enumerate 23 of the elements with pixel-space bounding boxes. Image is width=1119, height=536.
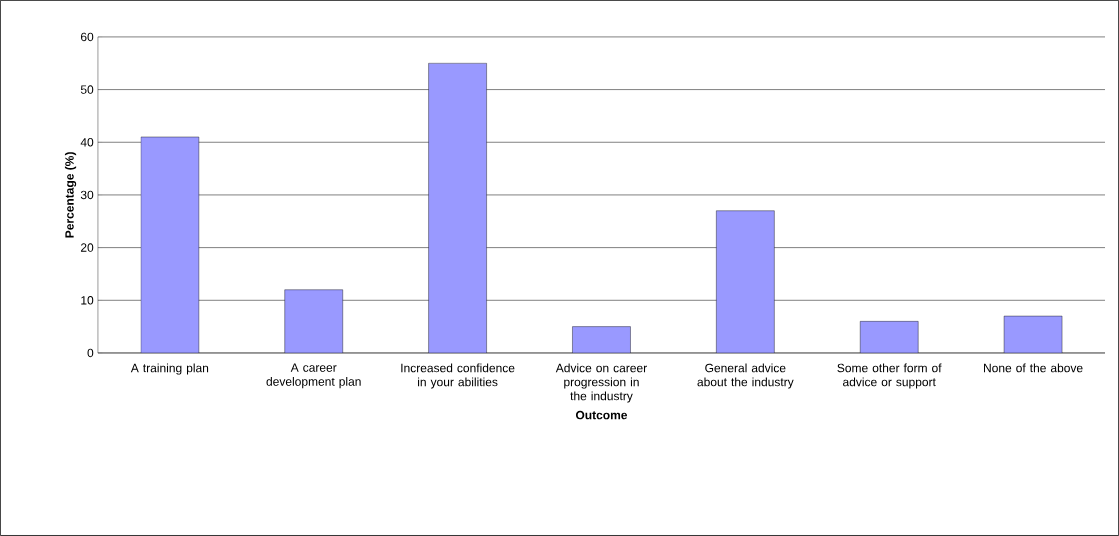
bar (1003, 315, 1063, 354)
y-tick-label: 60 (80, 32, 94, 42)
y-tick-label: 0 (87, 348, 94, 358)
bar (140, 136, 200, 354)
y-tick-label: 50 (80, 85, 94, 94)
x-axis-title: Outcome (575, 410, 628, 420)
y-tick-label: 20 (80, 243, 94, 252)
x-tick-label: Advice on career progression in the industry (555, 363, 647, 403)
x-tick-label: A training plan (130, 363, 209, 375)
x-tick-label: A career development plan (266, 363, 361, 389)
y-tick-label: 40 (80, 138, 94, 147)
y-tick-label: 30 (80, 190, 94, 200)
bar (716, 210, 775, 354)
bar (284, 289, 343, 354)
bar (572, 326, 631, 354)
bar (860, 321, 919, 354)
x-tick-label: Some other form of advice or support (837, 363, 942, 389)
x-tick-label: None of the above (984, 363, 1083, 373)
x-tick-label: General advice about the industry (697, 363, 794, 389)
bar (428, 63, 487, 354)
x-tick-label: Increased confidence in your abilities (401, 363, 515, 389)
y-axis-title: Percentage (%) (64, 152, 77, 238)
y-tick-label: 10 (81, 296, 94, 305)
